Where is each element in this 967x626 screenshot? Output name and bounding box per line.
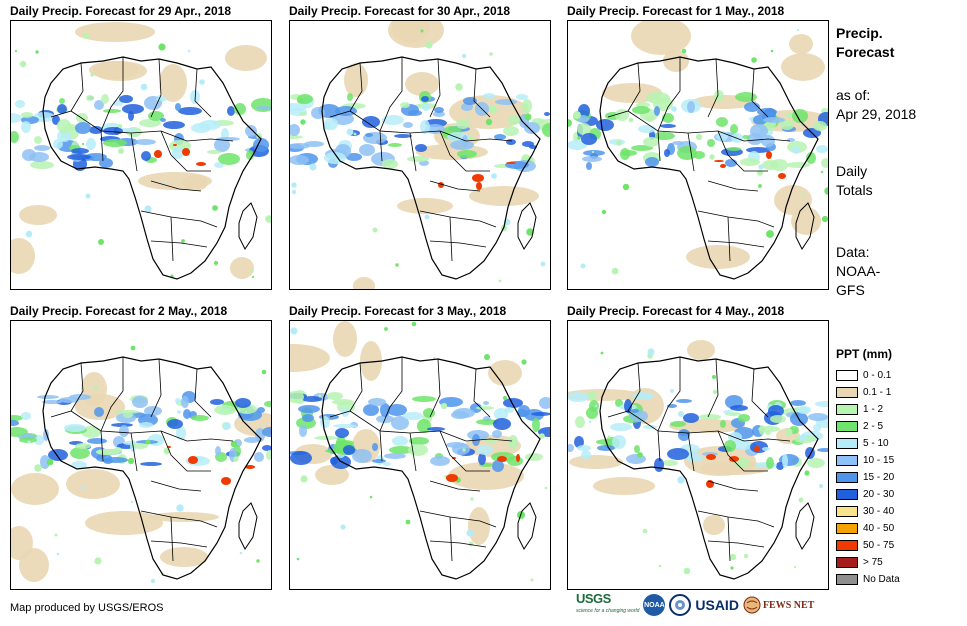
legend-swatch [836, 438, 858, 449]
heading-line-1: Precip. [836, 25, 883, 41]
legend-label: 40 - 50 [863, 523, 895, 534]
legend: PPT (mm) 0 - 0.1 0.1 - 1 1 - 2 2 - 5 5 - 10 1… [836, 347, 900, 588]
as-of-block: as of: Apr 29, 2018 [836, 86, 916, 124]
usaid-logo-text: USAID [695, 597, 739, 613]
legend-swatch [836, 574, 858, 585]
forecast-map-4 [10, 320, 272, 590]
panel-title-4: Daily Precip. Forecast for 2 May., 2018 [10, 304, 228, 318]
legend-swatch [836, 404, 858, 415]
data-source-block: Data: NOAA- GFS [836, 243, 880, 300]
daily-totals-block: Daily Totals [836, 162, 873, 200]
legend-item: 2 - 5 [836, 418, 900, 435]
panel-title-1: Daily Precip. Forecast for 29 Apr., 2018 [10, 4, 231, 18]
legend-label: No Data [863, 574, 900, 585]
usgs-tagline: science for a changing world [576, 608, 640, 614]
legend-label: 20 - 30 [863, 489, 895, 500]
legend-item: No Data [836, 571, 900, 588]
fews-net-logo: FEWS NET [743, 596, 814, 614]
legend-swatch [836, 540, 858, 551]
legend-swatch [836, 472, 858, 483]
forecast-map-2 [289, 20, 551, 290]
forecast-map-1 [10, 20, 272, 290]
panel-title-3: Daily Precip. Forecast for 1 May., 2018 [567, 4, 785, 18]
legend-label: 30 - 40 [863, 506, 895, 517]
legend-label: 50 - 75 [863, 540, 895, 551]
africa-map-icon [568, 21, 828, 289]
fews-globe-icon [743, 596, 761, 614]
as-of-date: Apr 29, 2018 [836, 106, 917, 122]
africa-map-icon [11, 21, 271, 289]
as-of-label: as of: [836, 87, 871, 103]
usaid-seal-icon [669, 594, 692, 616]
legend-label: 5 - 10 [863, 438, 889, 449]
forecast-map-3 [567, 20, 829, 290]
heading-line-2: Forecast [836, 44, 895, 60]
legend-label: 10 - 15 [863, 455, 895, 466]
legend-swatch [836, 506, 858, 517]
data-label: Data: [836, 244, 870, 260]
legend-item: 30 - 40 [836, 503, 900, 520]
legend-swatch [836, 489, 858, 500]
legend-swatch [836, 421, 858, 432]
legend-swatch [836, 370, 858, 381]
legend-items: 0 - 0.1 0.1 - 1 1 - 2 2 - 5 5 - 10 10 - 15 15 … [836, 367, 900, 588]
africa-map-icon [290, 321, 550, 589]
panel-title-6: Daily Precip. Forecast for 4 May., 2018 [567, 304, 785, 318]
legend-item: 1 - 2 [836, 401, 900, 418]
legend-swatch [836, 557, 858, 568]
africa-map-icon [290, 21, 550, 289]
legend-item: 40 - 50 [836, 520, 900, 537]
forecast-map-5 [289, 320, 551, 590]
side-heading: Precip. Forecast [836, 24, 894, 62]
legend-label: 0.1 - 1 [863, 387, 892, 398]
legend-item: 5 - 10 [836, 435, 900, 452]
data-source-1: NOAA- [836, 263, 881, 279]
logo-strip: USGS science for a changing world NOAA U… [576, 591, 814, 616]
legend-title: PPT (mm) [836, 347, 893, 361]
legend-swatch [836, 387, 858, 398]
legend-item: > 75 [836, 554, 900, 571]
usgs-logo: USGS science for a changing world [576, 591, 640, 616]
legend-label: > 75 [863, 557, 883, 568]
legend-label: 2 - 5 [863, 421, 884, 432]
legend-item: 15 - 20 [836, 469, 900, 486]
panel-title-2: Daily Precip. Forecast for 30 Apr., 2018 [289, 4, 510, 18]
daily-label: Daily [836, 163, 868, 179]
legend-item: 0.1 - 1 [836, 384, 900, 401]
legend-label: 0 - 0.1 [863, 370, 892, 381]
panel-title-5: Daily Precip. Forecast for 3 May., 2018 [289, 304, 507, 318]
legend-item: 10 - 15 [836, 452, 900, 469]
fews-net-text: FEWS NET [762, 599, 815, 611]
africa-map-icon [568, 321, 828, 589]
credit-text: Map produced by USGS/EROS [10, 602, 164, 614]
totals-label: Totals [836, 182, 873, 198]
legend-label: 15 - 20 [863, 472, 895, 483]
usgs-logo-text: USGS [576, 591, 611, 606]
legend-item: 0 - 0.1 [836, 367, 900, 384]
legend-swatch [836, 455, 858, 466]
noaa-logo-text: NOAA [644, 601, 665, 609]
noaa-logo: NOAA [643, 594, 666, 616]
forecast-map-6 [567, 320, 829, 590]
africa-map-icon [11, 321, 271, 589]
legend-label: 1 - 2 [863, 404, 884, 415]
data-source-2: GFS [836, 282, 865, 298]
legend-swatch [836, 523, 858, 534]
legend-item: 50 - 75 [836, 537, 900, 554]
legend-item: 20 - 30 [836, 486, 900, 503]
